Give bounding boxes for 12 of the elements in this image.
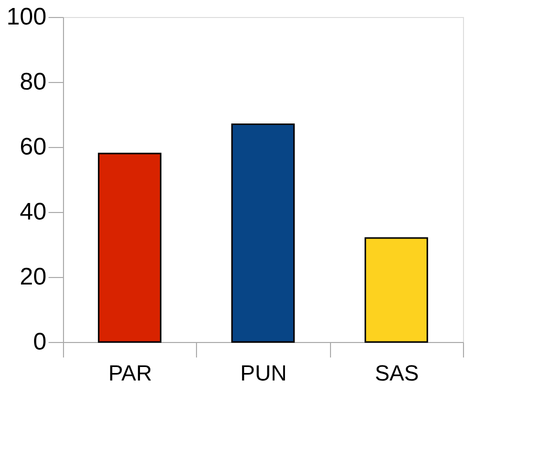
x-tick-label: PUN	[240, 360, 287, 386]
x-tick-label: PAR	[108, 360, 152, 386]
x-tick-label: SAS	[374, 360, 419, 386]
y-tick-label: 0	[33, 328, 46, 356]
bar	[231, 124, 295, 343]
y-tick-label: 60	[20, 134, 46, 160]
y-tick-label: 100	[6, 4, 46, 30]
y-tick-label: 40	[20, 198, 46, 226]
y-tick-label: 80	[20, 68, 46, 96]
bar	[364, 237, 428, 343]
y-tick-label: 20	[20, 264, 46, 290]
bar	[98, 152, 162, 343]
